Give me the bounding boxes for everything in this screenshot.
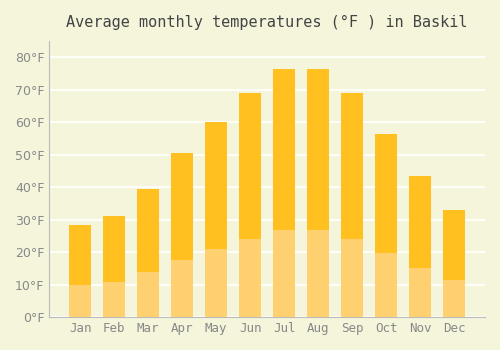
Bar: [103, 216, 126, 317]
Bar: [375, 253, 397, 317]
Bar: [443, 280, 465, 317]
Bar: [137, 272, 159, 317]
Bar: [273, 69, 295, 317]
Bar: [341, 239, 363, 317]
Bar: [307, 230, 329, 317]
Title: Average monthly temperatures (°F ) in Baskil: Average monthly temperatures (°F ) in Ba…: [66, 15, 468, 30]
Bar: [273, 230, 295, 317]
Bar: [171, 260, 193, 317]
Bar: [307, 69, 329, 317]
Bar: [69, 285, 92, 317]
Bar: [205, 122, 227, 317]
Bar: [171, 153, 193, 317]
Bar: [103, 282, 126, 317]
Bar: [375, 133, 397, 317]
Bar: [69, 224, 92, 317]
Bar: [239, 93, 261, 317]
Bar: [409, 176, 431, 317]
Bar: [409, 268, 431, 317]
Bar: [443, 210, 465, 317]
Bar: [205, 249, 227, 317]
Bar: [137, 189, 159, 317]
Bar: [239, 239, 261, 317]
Bar: [341, 93, 363, 317]
